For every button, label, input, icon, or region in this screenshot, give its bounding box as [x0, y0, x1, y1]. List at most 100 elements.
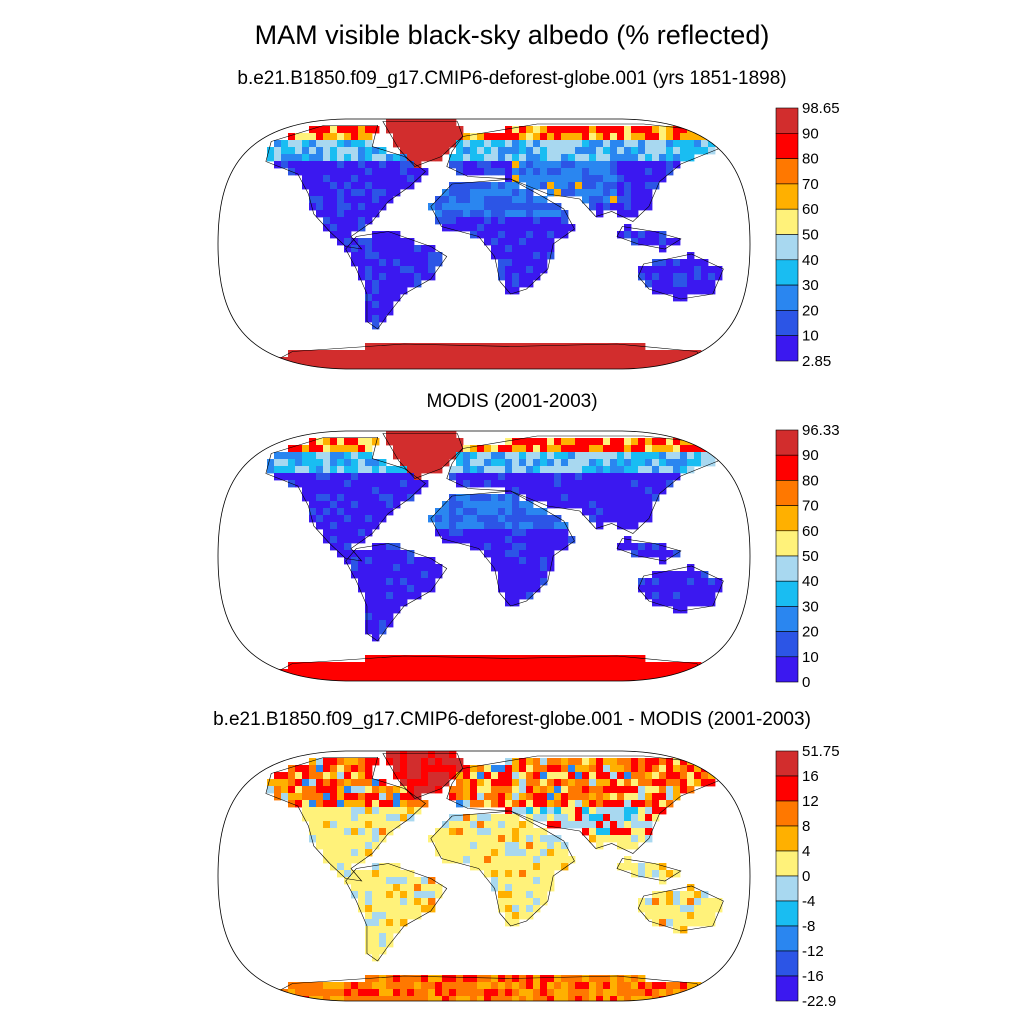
grid-cell [414, 592, 422, 600]
grid-cell [351, 224, 359, 232]
grid-cell [316, 175, 324, 183]
grid-cell [323, 856, 331, 864]
grid-cell [561, 501, 569, 509]
grid-cell [554, 786, 562, 794]
grid-cell [624, 543, 632, 551]
grid-cell [659, 989, 667, 997]
grid-cell [652, 238, 660, 246]
grid-cell [652, 287, 660, 295]
grid-cell [456, 168, 464, 176]
grid-cell [631, 807, 639, 815]
grid-cell [351, 196, 359, 204]
grid-cell [470, 975, 478, 983]
grid-cell [645, 126, 653, 134]
grid-cell [645, 793, 653, 801]
grid-cell [484, 793, 492, 801]
grid-cell [631, 515, 639, 523]
grid-cell [477, 821, 485, 829]
grid-cell [414, 912, 422, 920]
grid-cell [316, 445, 324, 453]
grid-cell [442, 508, 450, 516]
grid-cell [610, 501, 618, 509]
grid-cell [449, 856, 457, 864]
grid-cell [288, 779, 296, 787]
grid-cell [505, 266, 513, 274]
grid-cell [344, 438, 352, 446]
grid-cell [673, 765, 681, 773]
grid-cell [505, 245, 513, 253]
grid-cell [519, 238, 527, 246]
grid-cell [533, 487, 541, 495]
grid-cell [400, 445, 408, 453]
grid-cell [666, 578, 674, 586]
grid-cell [582, 182, 590, 190]
grid-cell [421, 585, 429, 593]
grid-cell [575, 147, 583, 155]
grid-cell [449, 821, 457, 829]
grid-cell [428, 445, 436, 453]
grid-cell [323, 522, 331, 530]
grid-cell [666, 898, 674, 906]
grid-cell [603, 508, 611, 516]
grid-cell [519, 772, 527, 780]
grid-cell [428, 655, 436, 663]
grid-cell [442, 119, 450, 127]
grid-cell [701, 891, 709, 899]
grid-cell [463, 669, 471, 677]
grid-cell [477, 445, 485, 453]
grid-cell [554, 758, 562, 766]
grid-cell [400, 585, 408, 593]
grid-cell [365, 613, 373, 621]
grid-cell [512, 821, 520, 829]
grid-cell [344, 133, 352, 141]
grid-cell [540, 758, 548, 766]
grid-cell [491, 189, 499, 197]
grid-cell [470, 669, 478, 677]
grid-cell [379, 196, 387, 204]
grid-cell [435, 828, 443, 836]
grid-cell [344, 140, 352, 148]
grid-cell [421, 259, 429, 267]
grid-cell [610, 161, 618, 169]
grid-cell [561, 357, 569, 365]
grid-cell [533, 466, 541, 474]
grid-cell [463, 189, 471, 197]
grid-cell [659, 891, 667, 899]
grid-cell [673, 758, 681, 766]
grid-cell [603, 676, 611, 681]
grid-cell [491, 814, 499, 822]
grid-cell [659, 259, 667, 267]
grid-cell [470, 224, 478, 232]
grid-cell [400, 564, 408, 572]
grid-cell [358, 835, 366, 843]
grid-cell [449, 189, 457, 197]
grid-cell [484, 870, 492, 878]
grid-cell [575, 350, 583, 358]
grid-cell [519, 863, 527, 871]
grid-cell [617, 203, 625, 211]
grid-cell [561, 364, 569, 369]
grid-cell [379, 147, 387, 155]
grid-cell [554, 126, 562, 134]
grid-cell [484, 459, 492, 467]
grid-cell [484, 508, 492, 516]
grid-cell [603, 828, 611, 836]
colorbar-swatch [775, 310, 799, 336]
grid-cell [484, 835, 492, 843]
grid-cell [659, 266, 667, 274]
colorbar-swatch [775, 580, 799, 607]
grid-cell [491, 884, 499, 892]
grid-cell [624, 487, 632, 495]
grid-cell [666, 287, 674, 295]
grid-cell [484, 473, 492, 481]
grid-cell [512, 676, 520, 681]
colorbar-label: 2.85 [802, 353, 831, 370]
grid-cell [589, 835, 597, 843]
grid-cell [624, 522, 632, 530]
grid-cell [351, 473, 359, 481]
colorbar-label: 80 [802, 472, 819, 489]
colorbar-label: 4 [802, 843, 810, 860]
grid-cell [540, 662, 548, 670]
grid-cell [491, 350, 499, 358]
grid-cell [414, 438, 422, 446]
